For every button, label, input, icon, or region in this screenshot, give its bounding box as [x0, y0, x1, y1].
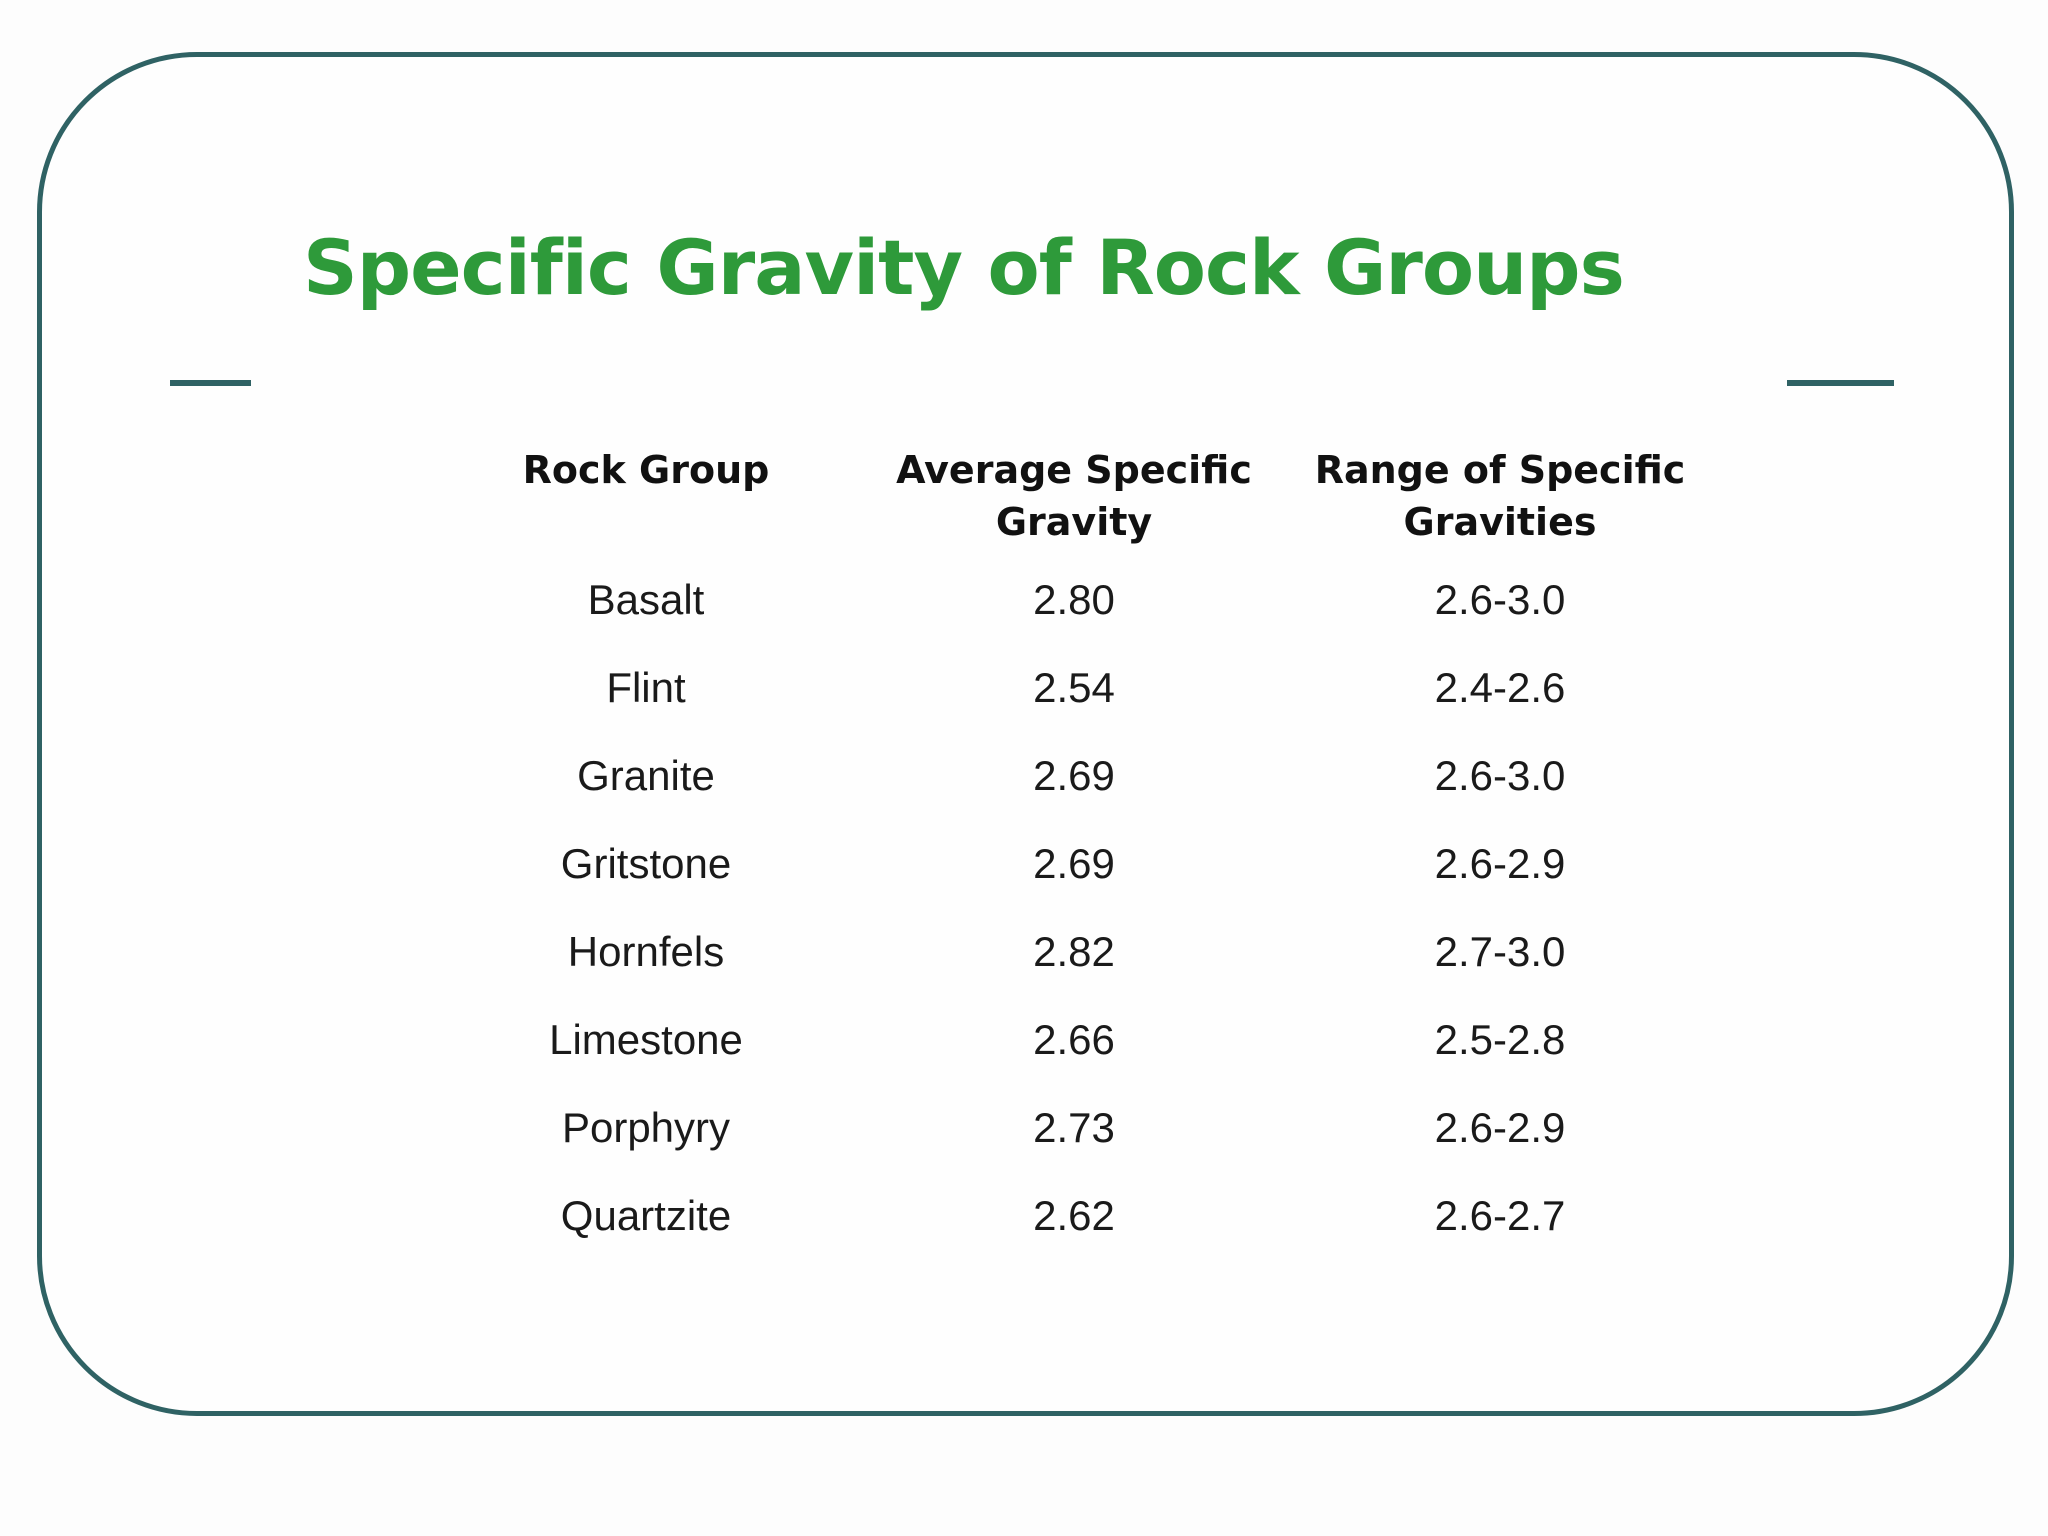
data-table: Rock Group Average Specific Gravity Range …: [431, 444, 1713, 1260]
table-cell: 2.7-3.0: [1434, 928, 1566, 975]
table-cell: Granite: [577, 752, 715, 799]
table-cell: Flint: [606, 664, 686, 711]
table-row: Gritstone 2.69 2.6-2.9: [431, 820, 1713, 908]
table-cell: 2.6-3.0: [1434, 576, 1566, 623]
table-cell: 2.80: [1033, 576, 1115, 623]
header-row: Rock Group Average Specific Gravity Range …: [431, 444, 1713, 556]
table-cell: 2.6-2.7: [1434, 1192, 1566, 1239]
table-cell: Limestone: [549, 1016, 743, 1063]
column-header: Range of Specific Gravities: [1314, 448, 1686, 544]
column-header: Average Specific Gravity: [896, 448, 1252, 544]
slide-frame: [37, 52, 2014, 1416]
decor-dash: [1787, 380, 1894, 386]
table-cell: 2.69: [1033, 752, 1115, 799]
column-header: Rock Group: [522, 448, 770, 492]
decor-dash: [170, 380, 251, 386]
table-body: Basalt 2.80 2.6-3.0 Flint 2.54 2.4-2.6 Granite…: [431, 556, 1713, 1260]
table-cell: 2.62: [1033, 1192, 1115, 1239]
slide-title: Specific Gravity of Rock Groups: [303, 223, 1625, 312]
table-cell: 2.66: [1033, 1016, 1115, 1063]
table-cell: 2.4-2.6: [1434, 664, 1566, 711]
table-row: Hornfels 2.82 2.7-3.0: [431, 908, 1713, 996]
table-cell: 2.82: [1033, 928, 1115, 975]
table-row: Basalt 2.80 2.6-3.0: [431, 556, 1713, 644]
table-cell: Quartzite: [560, 1192, 732, 1239]
table-cell: 2.69: [1033, 840, 1115, 887]
table-row: Porphyry 2.73 2.6-2.9: [431, 1084, 1713, 1172]
table-cell: 2.6-3.0: [1434, 752, 1566, 799]
table-cell: Porphyry: [561, 1104, 731, 1151]
table-cell: 2.54: [1033, 664, 1115, 711]
table-cell: Basalt: [587, 576, 705, 623]
table-cell: 2.6-2.9: [1434, 840, 1566, 887]
table-row: Limestone 2.66 2.5-2.8: [431, 996, 1713, 1084]
table-row: Quartzite 2.62 2.6-2.7: [431, 1172, 1713, 1260]
table-cell: 2.5-2.8: [1434, 1016, 1566, 1063]
table-row: Flint 2.54 2.4-2.6: [431, 644, 1713, 732]
table-row: Granite 2.69 2.6-3.0: [431, 732, 1713, 820]
table-cell: 2.6-2.9: [1434, 1104, 1566, 1151]
table-cell: Hornfels: [567, 928, 725, 975]
table-cell: 2.73: [1033, 1104, 1115, 1151]
table-cell: Gritstone: [560, 840, 732, 887]
